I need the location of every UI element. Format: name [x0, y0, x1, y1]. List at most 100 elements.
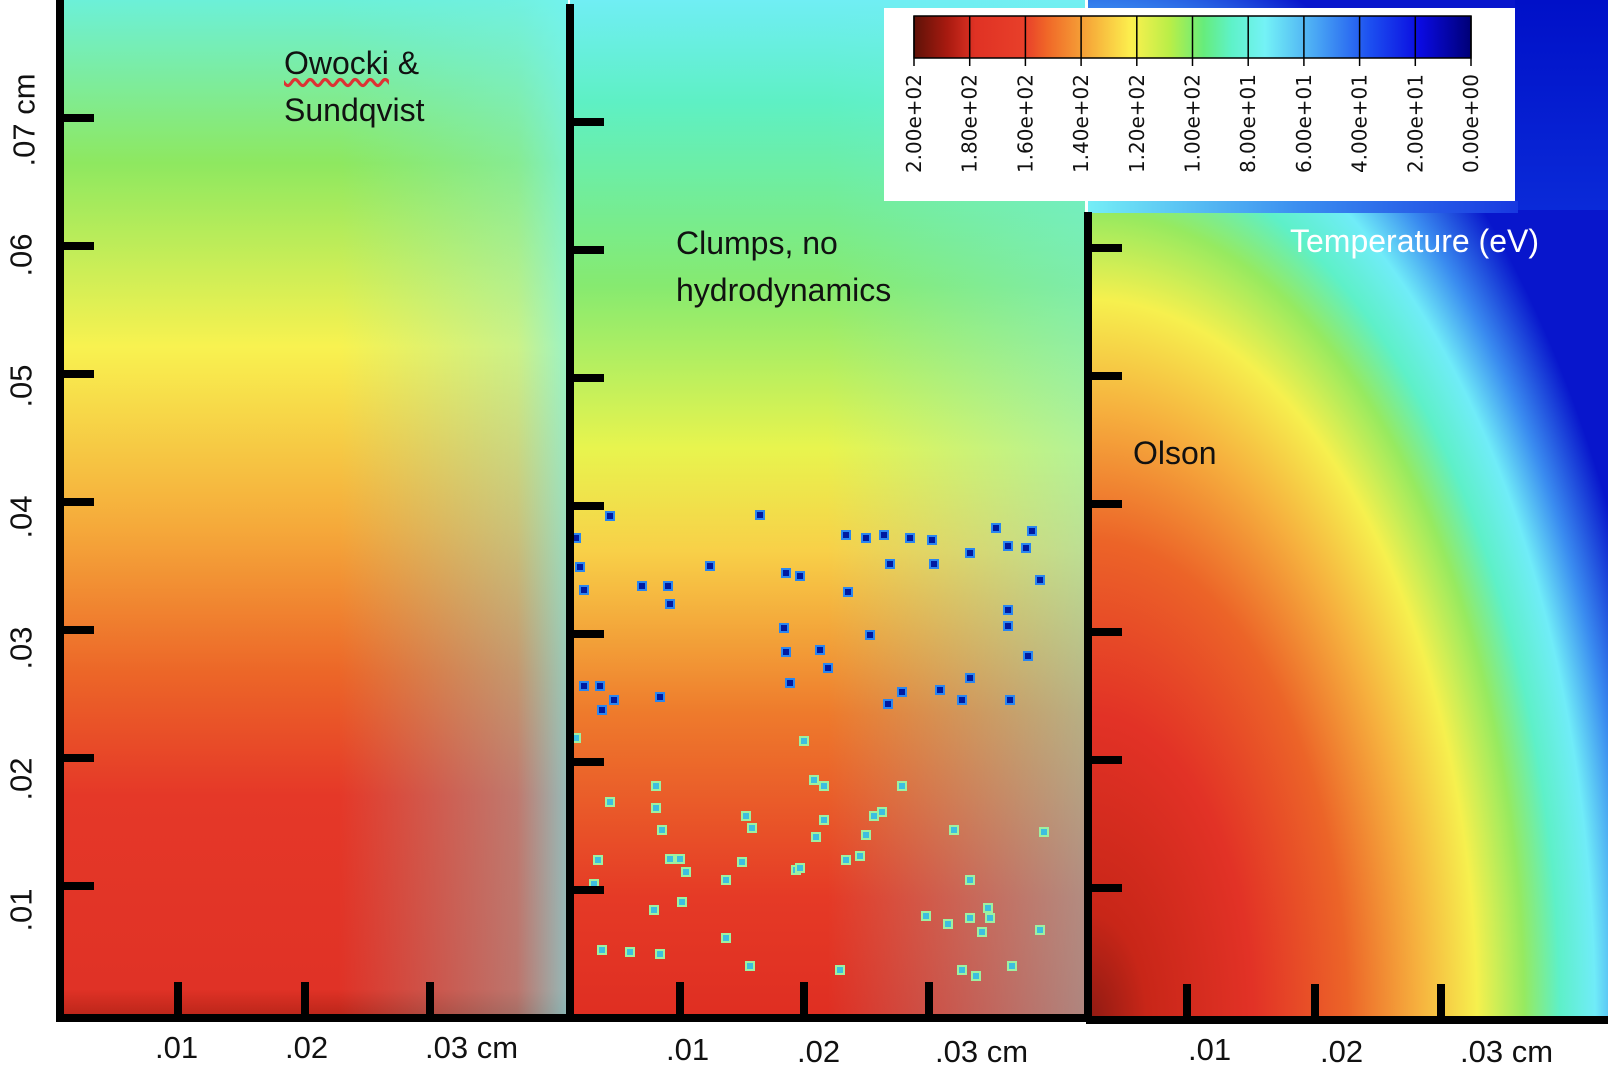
clump-marker: [821, 783, 827, 789]
clump-marker: [1005, 607, 1011, 613]
clump-marker: [581, 587, 587, 593]
clump-marker: [577, 564, 583, 570]
clump-marker: [627, 949, 633, 955]
clump-marker: [657, 951, 663, 957]
clump-marker: [863, 535, 869, 541]
clump-marker: [723, 935, 729, 941]
colorbar-tick-label: 8.00e+01: [1236, 74, 1260, 173]
clump-marker: [959, 967, 965, 973]
clump-marker: [723, 877, 729, 883]
clump-marker: [845, 589, 851, 595]
clump-marker: [967, 915, 973, 921]
panel-label-part: Owocki: [284, 45, 389, 81]
clump-marker: [573, 535, 579, 541]
clump-marker: [591, 881, 597, 887]
clump-marker: [929, 537, 935, 543]
y-tick-label: .06: [3, 233, 39, 277]
clump-marker: [607, 513, 613, 519]
clump-marker: [677, 856, 683, 862]
colorbar: 2.00e+02 1.80e+02 1.60e+02 1.40e+02 1.20e+02…: [902, 15, 1483, 173]
clump-marker: [899, 689, 905, 695]
y-tick-label: .07 cm: [6, 73, 42, 167]
clump-marker: [801, 738, 807, 744]
clump-marker: [885, 701, 891, 707]
corner-fill: [1515, 0, 1608, 210]
clump-marker: [973, 973, 979, 979]
clump-marker: [1037, 927, 1043, 933]
clump-marker: [1029, 528, 1035, 534]
x-tick-label: .02: [285, 1030, 329, 1065]
colorbar-tick-label: 2.00e+01: [1403, 74, 1427, 173]
x-tick-label: .02: [1320, 1034, 1364, 1069]
clump-marker: [607, 799, 613, 805]
clump-marker: [987, 915, 993, 921]
clump-marker: [639, 583, 645, 589]
clump-marker: [783, 570, 789, 576]
clump-marker: [811, 777, 817, 783]
clump-marker: [1025, 653, 1031, 659]
clump-marker: [821, 817, 827, 823]
tick-marks: [60, 114, 1445, 1020]
clump-marker: [867, 632, 873, 638]
clump-marker: [1005, 623, 1011, 629]
clump-marker: [979, 929, 985, 935]
clump-marker: [1009, 963, 1015, 969]
clump-marker: [653, 805, 659, 811]
clump-marker: [783, 649, 789, 655]
colorbar-tick-label: 2.00e+02: [902, 74, 926, 173]
clump-marker: [1041, 829, 1047, 835]
clump-marker: [707, 563, 713, 569]
clump-marker: [611, 697, 617, 703]
clump-marker: [747, 963, 753, 969]
colorbar-tick-label: 1.80e+02: [958, 74, 982, 173]
panel-label-olson: Olson: [1133, 435, 1217, 471]
clump-marker: [739, 859, 745, 865]
colorbar-tick-label: 1.00e+02: [1181, 74, 1205, 173]
clump-marker: [843, 532, 849, 538]
clump-marker: [679, 899, 685, 905]
panel-label-part: & Sundqvist: [284, 45, 425, 128]
clump-marker: [599, 707, 605, 713]
colorbar-tick-label: 0.00e+00: [1459, 74, 1483, 173]
clump-marker: [667, 601, 673, 607]
clump-marker: [879, 809, 885, 815]
clump-marker: [1037, 577, 1043, 583]
clump-marker: [817, 647, 823, 653]
x-tick-label: .03 cm: [935, 1034, 1029, 1069]
colorbar-tick-label: 6.00e+01: [1292, 74, 1316, 173]
clump-marker: [813, 834, 819, 840]
clump-marker: [595, 857, 601, 863]
clump-marker: [993, 525, 999, 531]
chart-title: Temperature (eV): [1290, 223, 1539, 259]
clump-marker: [899, 783, 905, 789]
clump-marker: [937, 687, 943, 693]
colorbar-tick-label: 4.00e+01: [1348, 74, 1372, 173]
corner-fill-strip: [1088, 201, 1518, 213]
clump-marker: [1005, 543, 1011, 549]
colorbar-ticks: 2.00e+02 1.80e+02 1.60e+02 1.40e+02 1.20e+02…: [902, 16, 1483, 173]
clump-marker: [683, 869, 689, 875]
clump-marker: [599, 947, 605, 953]
clump-marker: [659, 827, 665, 833]
y-tick-label: .03: [3, 626, 39, 670]
clump-marker: [757, 512, 763, 518]
panel-owocki-sundqvist: [58, 0, 568, 1020]
y-tick-label: .04: [3, 495, 39, 539]
clump-marker: [797, 865, 803, 871]
clump-marker: [667, 856, 673, 862]
clump-marker: [945, 921, 951, 927]
colorbar-tick-label: 1.40e+02: [1069, 74, 1093, 173]
clump-marker: [967, 550, 973, 556]
clump-marker: [843, 857, 849, 863]
clump-marker: [985, 905, 991, 911]
x-tick-label: .01: [155, 1030, 199, 1065]
heatmap-owocki-sundqvist: [58, 0, 568, 1020]
panel-label-clumps: Clumps, no hydrodynamics: [676, 225, 892, 308]
clump-marker: [967, 877, 973, 883]
clump-marker: [837, 967, 843, 973]
panel-label-owocki-sundqvist: Owocki & Sundqvist: [284, 40, 425, 134]
clump-marker: [967, 675, 973, 681]
clump-marker: [797, 573, 803, 579]
